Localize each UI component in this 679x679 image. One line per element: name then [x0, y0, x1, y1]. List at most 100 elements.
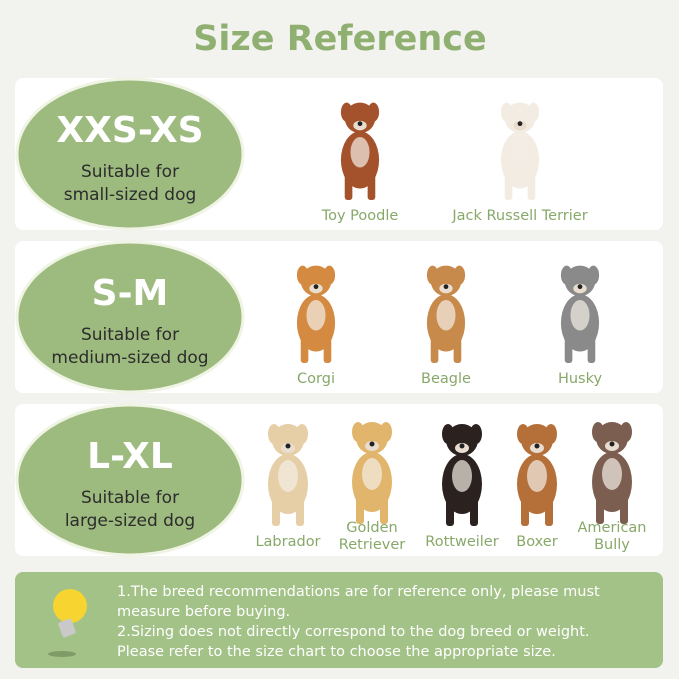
dog-chest: [602, 458, 622, 490]
dog-chest: [362, 458, 382, 490]
dog-ear: [340, 102, 353, 122]
dog-chest: [510, 137, 530, 168]
size-desc: large-sized dog: [65, 511, 195, 531]
dog-nose: [357, 121, 363, 127]
dog-leg: [323, 334, 332, 363]
bulb-base: [58, 618, 76, 638]
dog-leg: [300, 334, 309, 363]
dog-chest: [350, 137, 370, 168]
dog-nose: [577, 284, 583, 290]
dog-head: [446, 424, 478, 456]
dog-ear: [560, 265, 573, 285]
dog-leg: [380, 494, 388, 524]
size-desc: Suitable for: [81, 325, 179, 345]
dog-leg: [596, 494, 604, 524]
dog-leg: [504, 171, 513, 200]
size-label: L-XL: [87, 436, 173, 477]
dog-leg: [272, 496, 280, 526]
dog-nose: [517, 121, 523, 127]
dog-label: Labrador: [255, 534, 320, 550]
size-desc: medium-sized dog: [51, 348, 208, 368]
dog-chest: [570, 300, 590, 331]
dog-head: [344, 102, 376, 134]
dog-label: Corgi: [297, 371, 335, 387]
dog-leg: [344, 171, 353, 200]
dog-chest: [452, 460, 472, 492]
dog-nose: [285, 443, 291, 449]
dog-head: [504, 102, 536, 134]
dog-label: Golden: [346, 520, 397, 536]
size-desc: Suitable for: [81, 488, 179, 508]
dog-ear: [587, 265, 600, 285]
dog-ear: [453, 265, 466, 285]
dog-ear: [268, 424, 280, 444]
dog-chest: [527, 460, 547, 492]
dog-ear: [620, 422, 632, 442]
dog-label: Retriever: [339, 537, 405, 553]
note-line: 2.Sizing does not directly correspond to…: [117, 624, 590, 640]
dog-label: American: [577, 520, 646, 536]
dog-ear: [545, 424, 557, 444]
dog-nose: [609, 441, 615, 447]
dog-label: Husky: [558, 371, 603, 387]
dog-leg: [356, 494, 364, 524]
dog-nose: [313, 284, 319, 290]
dog-label: Boxer: [516, 534, 557, 550]
size-label: S-M: [92, 273, 169, 314]
size-desc: small-sized dog: [64, 185, 197, 205]
dog-leg: [470, 496, 478, 526]
dog-nose: [443, 284, 449, 290]
dog-leg: [545, 496, 553, 526]
dog-nose: [459, 443, 465, 449]
dog-ear: [380, 422, 392, 442]
dog-ear: [442, 424, 454, 444]
dog-leg: [564, 334, 573, 363]
note-line: measure before buying.: [117, 604, 290, 620]
dog-ear: [296, 265, 309, 285]
dog-ear: [367, 102, 380, 122]
dog-chest: [306, 300, 326, 331]
dog-leg: [453, 334, 462, 363]
dog-ear: [592, 422, 604, 442]
dog-leg: [446, 496, 454, 526]
size-desc: Suitable for: [81, 162, 179, 182]
size-oval: [15, 77, 245, 231]
note-box: [15, 572, 663, 668]
dog-label: Toy Poodle: [321, 208, 399, 224]
size-oval: [15, 403, 245, 557]
dog-ear: [527, 102, 540, 122]
dog-leg: [296, 496, 304, 526]
dog-leg: [527, 171, 536, 200]
dog-ear: [296, 424, 308, 444]
dog-ear: [323, 265, 336, 285]
dog-head: [272, 424, 304, 456]
dog-chest: [278, 460, 298, 492]
dog-head: [430, 265, 462, 297]
size-label: XXS-XS: [56, 110, 203, 151]
title: Size Reference: [193, 19, 487, 59]
dog-leg: [430, 334, 439, 363]
dog-nose: [369, 441, 375, 447]
dog-head: [300, 265, 332, 297]
dog-label: Rottweiler: [425, 534, 498, 550]
dog-ear: [352, 422, 364, 442]
dog-ear: [517, 424, 529, 444]
dog-ear: [470, 424, 482, 444]
dog-leg: [367, 171, 376, 200]
dog-chest: [436, 300, 456, 331]
size-oval: [15, 240, 245, 394]
dog-leg: [620, 494, 628, 524]
dog-head: [521, 424, 553, 456]
dog-head: [356, 422, 388, 454]
dog-label: Bully: [594, 537, 630, 553]
dog-label: Beagle: [421, 371, 471, 387]
bulb: [53, 589, 87, 623]
dog-nose: [534, 443, 540, 449]
dog-label: Jack Russell Terrier: [451, 208, 587, 224]
dog-head: [564, 265, 596, 297]
dog-ear: [426, 265, 439, 285]
note-line: 1.The breed recommendations are for refe…: [117, 584, 600, 600]
note-line: Please refer to the size chart to choose…: [117, 644, 556, 660]
dog-leg: [521, 496, 529, 526]
